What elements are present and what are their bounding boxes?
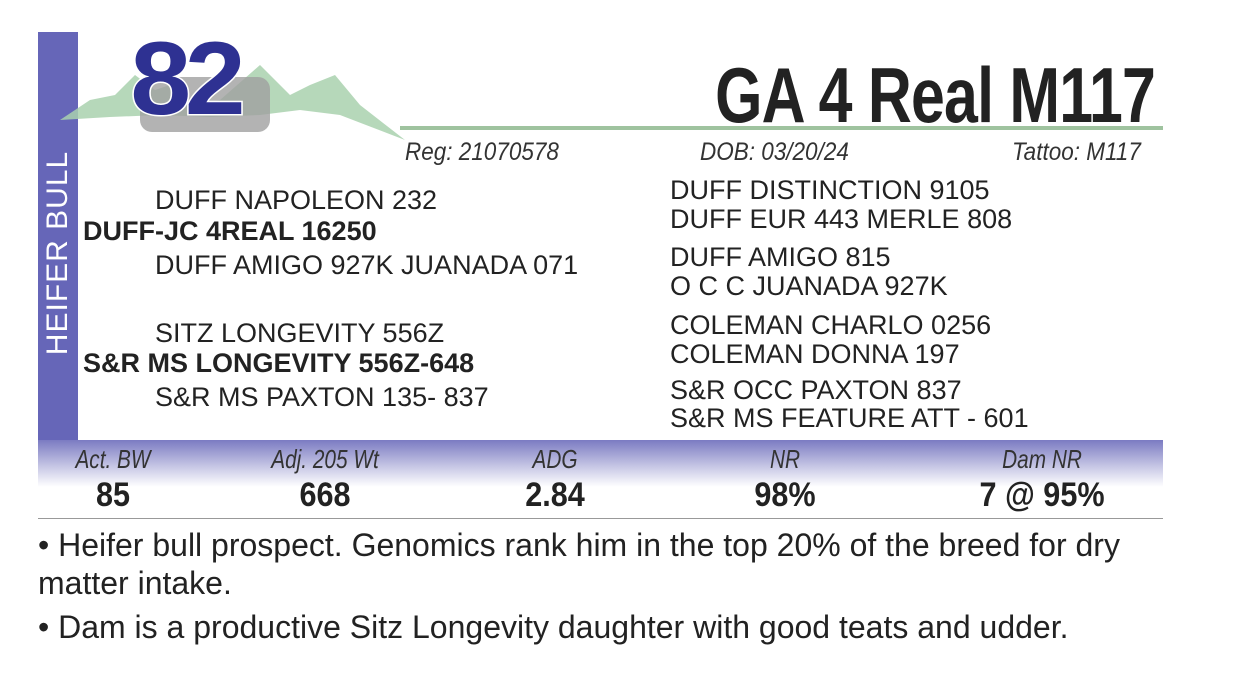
stat-label: Adj. 205 Wt xyxy=(271,444,379,474)
stat-value: 668 xyxy=(299,476,351,514)
pedigree-dam-sire: SITZ LONGEVITY 556Z xyxy=(155,318,445,348)
pedigree-ancestor: DUFF AMIGO 815 xyxy=(670,242,891,272)
pedigree-ancestor: S&R MS FEATURE ATT - 601 xyxy=(670,403,1029,433)
pedigree-sire-dam: DUFF AMIGO 927K JUANADA 071 xyxy=(155,250,579,280)
pedigree-dam-dam: S&R MS PAXTON 135- 837 xyxy=(155,382,489,412)
pedigree-sire: DUFF-JC 4REAL 16250 xyxy=(83,216,377,246)
lot-number: 82 xyxy=(129,20,247,139)
note: • Heifer bull prospect. Genomics rank hi… xyxy=(38,527,1120,601)
animal-name: GA 4 Real M117 xyxy=(715,51,1156,139)
pedigree-dam: S&R MS LONGEVITY 556Z-648 xyxy=(83,348,475,378)
mountain-logo-icon xyxy=(60,65,405,140)
pedigree-ancestor: COLEMAN DONNA 197 xyxy=(670,339,960,369)
stats-band xyxy=(38,440,1163,519)
stat-label: Act. BW xyxy=(75,444,151,474)
pedigree-ancestor: COLEMAN CHARLO 0256 xyxy=(670,310,992,340)
note: • Dam is a productive Sitz Longevity dau… xyxy=(38,609,1069,645)
registration: Reg: 21070578 xyxy=(405,138,559,166)
stat-label: NR xyxy=(769,444,801,474)
stat-value: 7 @ 95% xyxy=(979,476,1105,514)
stat-value: 2.84 xyxy=(525,476,585,514)
sidebar-band xyxy=(38,32,78,440)
pedigree-ancestor: O C C JUANADA 927K xyxy=(670,271,948,301)
pedigree-ancestor: DUFF EUR 443 MERLE 808 xyxy=(670,204,1013,234)
birth-date: DOB: 03/20/24 xyxy=(700,138,849,166)
tattoo: Tattoo: M117 xyxy=(1012,138,1141,166)
pedigree-ancestor: S&R OCC PAXTON 837 xyxy=(670,375,962,405)
pedigree-ancestor: DUFF DISTINCTION 9105 xyxy=(670,175,990,205)
pedigree-sire-sire: DUFF NAPOLEON 232 xyxy=(155,185,438,215)
stat-value: 98% xyxy=(754,476,816,514)
stat-label: ADG xyxy=(532,444,578,474)
title-rule xyxy=(400,126,1163,130)
category-text: HEIFER BULL xyxy=(41,150,75,356)
stat-value: 85 xyxy=(95,476,131,514)
stat-label: Dam NR xyxy=(1002,444,1082,474)
